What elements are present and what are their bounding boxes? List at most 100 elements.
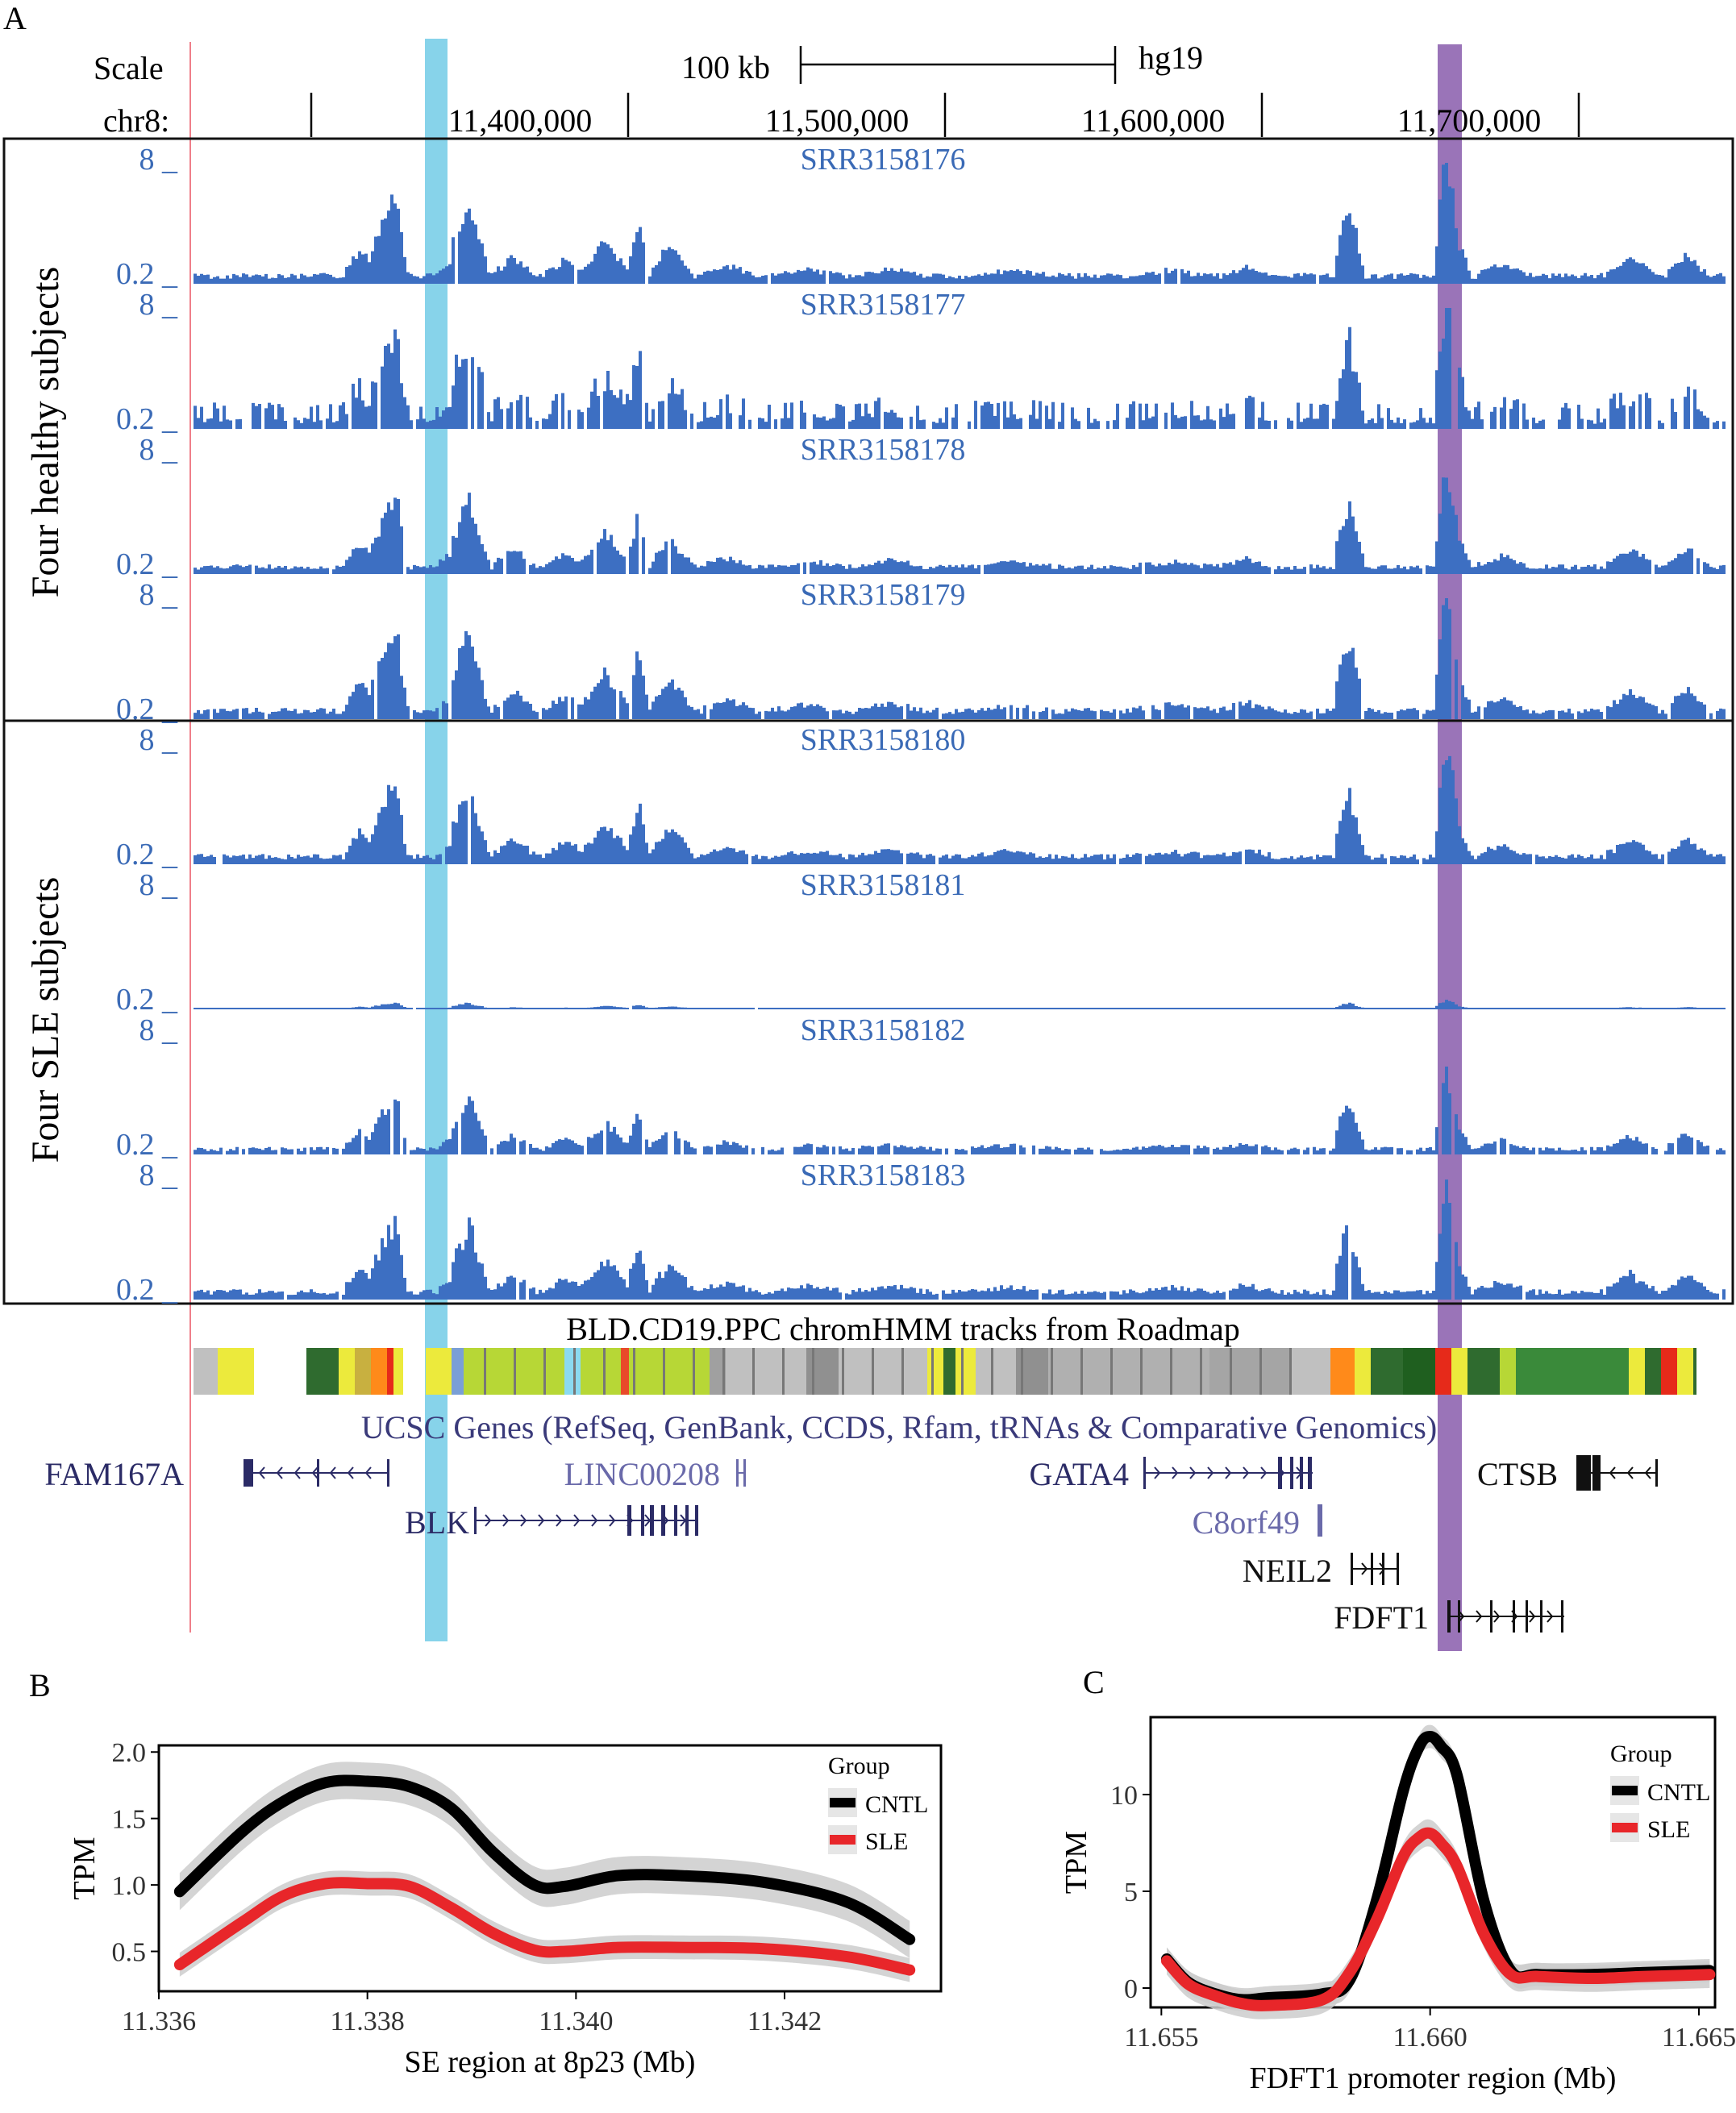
gene-exon (1278, 1457, 1282, 1489)
chromhmm-segment (812, 1348, 814, 1395)
track-name: SRR3158177 (801, 288, 966, 322)
chromhmm-segment (1289, 1348, 1292, 1395)
chromhmm-segment (961, 1348, 964, 1395)
ci-ribbon-sle (179, 1870, 910, 1982)
chromhmm-segment (1403, 1348, 1435, 1395)
chromhmm-segment (573, 1348, 576, 1395)
coverage-bars (194, 1067, 1726, 1154)
gene-strand-arrow (573, 1514, 581, 1527)
chromhmm-segment (693, 1348, 695, 1395)
chromhmm-segment (484, 1348, 486, 1395)
y-tick-label: 5 (1124, 1878, 1138, 1907)
gene-strand-arrow (1260, 1466, 1268, 1479)
y-tick-label: 1.0 (112, 1871, 147, 1901)
track-SRR3158181: SRR3158181 8 _ 0.2 _ (116, 868, 1726, 1017)
chromhmm-segment (621, 1348, 629, 1395)
chromhmm-segment (976, 1348, 1016, 1395)
chromhmm-segment (931, 1348, 934, 1395)
gene-strand-arrow (1493, 1610, 1501, 1623)
chromhmm-segment (1209, 1348, 1290, 1395)
panel-label-a: A (3, 0, 27, 36)
chromhmm-segment (194, 1348, 218, 1395)
chromhmm-segment (393, 1348, 403, 1395)
chromhmm-segment (1661, 1348, 1677, 1395)
gene-label-ctsb: CTSB (1477, 1456, 1558, 1492)
chromhmm-segment (955, 1348, 976, 1395)
chromhmm-segment (371, 1348, 387, 1395)
gene-exon (736, 1459, 739, 1487)
chromhmm-segment (722, 1348, 725, 1395)
gene-exon (641, 1505, 644, 1536)
gene-exon (1490, 1600, 1492, 1633)
track-name: SRR3158179 (801, 578, 966, 612)
gene-label-gata4: GATA4 (1030, 1456, 1129, 1492)
track-ymin-label: 0.2 _ (116, 547, 178, 581)
y-tick-label: 2.0 (112, 1738, 147, 1768)
chromhmm-segment (387, 1348, 393, 1395)
gene-strand-arrow (1626, 1466, 1634, 1479)
gene-exon (1513, 1600, 1515, 1633)
gene-label-neil2: NEIL2 (1243, 1553, 1332, 1589)
y-axis-label: TPM (1060, 1831, 1093, 1894)
genes-title: UCSC Genes (RefSeq, GenBank, CCDS, Rfam,… (361, 1409, 1437, 1445)
scalebar-label: 100 kb (681, 49, 770, 85)
x-tick-label: 11.338 (331, 2007, 405, 2036)
chromhmm-segment (1467, 1348, 1500, 1395)
chromhmm-segment (782, 1348, 785, 1395)
healthy-group-label: Four healthy subjects (24, 267, 67, 598)
chromhmm-segment (1435, 1348, 1451, 1395)
gene-strand-arrow (276, 1466, 283, 1479)
gene-strand-arrow (485, 1514, 492, 1527)
chromhmm-segment (1451, 1348, 1467, 1395)
chromhmm-segment (663, 1348, 665, 1395)
gene-strand-arrow (1207, 1466, 1214, 1479)
chromhmm-segment (1048, 1348, 1209, 1395)
x-tick-label: 11.342 (747, 2007, 822, 2036)
track-name: SRR3158178 (801, 433, 966, 467)
chromhmm-segment (901, 1348, 904, 1395)
coverage-bars (194, 1000, 1726, 1009)
track-SRR3158178: SRR3158178 8 _ 0.2 _ (116, 433, 1726, 581)
gene-strand-arrow (293, 1466, 301, 1479)
legend-label-sle: SLE (865, 1828, 908, 1855)
track-ymax-label: 8 _ (139, 1013, 179, 1047)
gene-exon (1576, 1455, 1591, 1491)
gene-strand-arrow (538, 1514, 545, 1527)
chromhmm-segment (1021, 1348, 1023, 1395)
gene-label-blk: BLK (405, 1504, 469, 1541)
gene-strand-arrow (1609, 1466, 1616, 1479)
gene-exon (627, 1505, 631, 1536)
chromhmm-segment (1110, 1348, 1113, 1395)
gene-strand-arrow (329, 1466, 336, 1479)
series-line-sle (1161, 1827, 1716, 2011)
panel-c-chart: 11.655 11.660 11.665 0 5 10 FDFT1 promoter reg… (1060, 1716, 1736, 2095)
gene-strand-arrow (1529, 1610, 1536, 1623)
series-line-cntl (173, 1774, 916, 1945)
coverage-bars (194, 308, 1726, 429)
panel-b-chart: 11.336 11.338 11.340 11.342 0.5 1.0 1.5 2.0 SE r… (68, 1738, 943, 2079)
chromhmm-segment (452, 1348, 464, 1395)
gene-strand-arrow (1547, 1610, 1554, 1623)
chromhmm-segment (306, 1348, 339, 1395)
gene-exon (1561, 1600, 1563, 1633)
x-tick-label: 11.655 (1124, 2023, 1198, 2053)
x-tick-label: 11.660 (1393, 2023, 1467, 2053)
ruler-tick-label: 11,400,000 (448, 102, 593, 139)
chromhmm-segment (842, 1348, 844, 1395)
gene-exon (1397, 1553, 1399, 1585)
chromhmm-segment (710, 1348, 726, 1395)
gene-strand-arrow (1243, 1466, 1250, 1479)
track-ymin-label: 0.2 _ (116, 1128, 178, 1162)
chromhmm-segment (464, 1348, 492, 1395)
x-tick-label: 11.336 (122, 2007, 196, 2036)
ruler-tick-label: 11,500,000 (765, 102, 910, 139)
y-tick-label: 0.5 (112, 1938, 147, 1968)
series-line-sle (173, 1877, 916, 1976)
gene-strand-arrow (1361, 1562, 1368, 1575)
gene-exon (1592, 1455, 1601, 1491)
y-axis-label: TPM (68, 1836, 102, 1899)
chromhmm-segment (339, 1348, 355, 1395)
panel-label-b: B (29, 1667, 51, 1703)
gene-strand-arrow (502, 1514, 510, 1527)
legend-label-cntl: CNTL (865, 1791, 928, 1818)
